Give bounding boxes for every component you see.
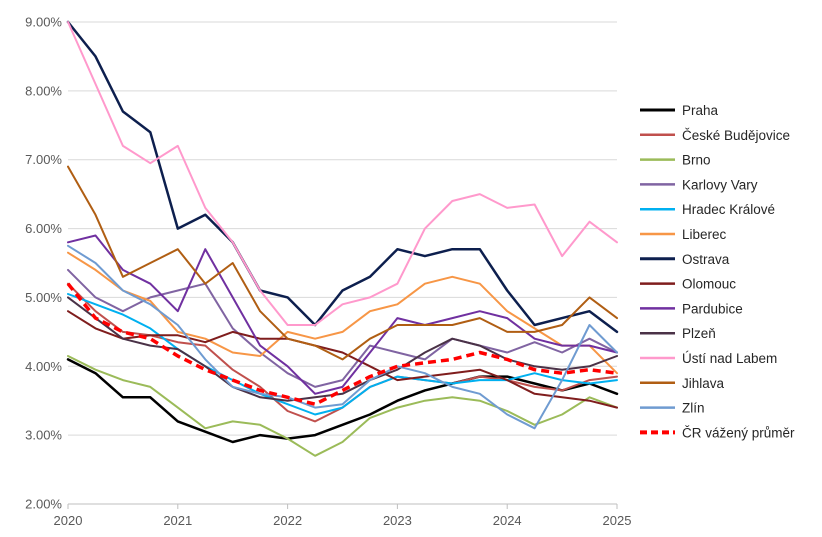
legend-label-12: Zlín <box>682 401 705 416</box>
series-line-12 <box>67 244 618 430</box>
legend-label-3: Karlovy Vary <box>682 177 758 192</box>
series-line-10 <box>67 21 618 326</box>
legend-label-1: České Budějovice <box>682 128 790 143</box>
legend-label-8: Pardubice <box>682 301 743 316</box>
legend-label-9: Plzeň <box>682 326 716 341</box>
y-tick-label: 7.00% <box>25 152 62 167</box>
series-lines <box>66 20 619 457</box>
series-line-5 <box>67 251 618 375</box>
series-line-11 <box>67 165 618 361</box>
legend-label-2: Brno <box>682 153 711 168</box>
series-line-2 <box>67 355 618 457</box>
series-line-3 <box>67 268 618 388</box>
y-tick-label: 6.00% <box>25 221 62 236</box>
gridlines <box>68 21 617 505</box>
legend-label-0: Praha <box>682 103 719 118</box>
legend-label-10: Ústí nad Labem <box>682 351 777 366</box>
x-tick-label: 2021 <box>163 513 192 528</box>
series-line-7 <box>67 310 618 409</box>
legend-label-4: Hradec Králové <box>682 202 775 217</box>
series-line-9 <box>67 296 618 402</box>
x-tick-label: 2025 <box>603 513 632 528</box>
legend-label-11: Jihlava <box>682 376 725 391</box>
legend: Praha České Budějovice Brno Karlovy Vary Hra… <box>640 103 795 440</box>
series-line-0 <box>66 358 619 444</box>
series-line-13 <box>66 282 618 406</box>
y-tick-label: 9.00% <box>25 15 62 30</box>
legend-label-7: Olomouc <box>682 277 736 292</box>
legend-label-5: Liberec <box>682 227 727 242</box>
x-tick-label: 2023 <box>383 513 412 528</box>
legend-label-13: ČR vážený průměr <box>682 425 795 440</box>
y-tick-label: 8.00% <box>25 83 62 98</box>
series-line-6 <box>66 20 619 334</box>
axes: 2.00% 3.00% 4.00% 5.00% 6.00% 7.00% 8.00% 9.00%… <box>25 15 631 529</box>
x-tick-label: 2020 <box>54 513 83 528</box>
y-tick-label: 3.00% <box>25 428 62 443</box>
y-tick-label: 4.00% <box>25 359 62 374</box>
legend-label-6: Ostrava <box>682 252 730 267</box>
x-tick-label: 2024 <box>493 513 522 528</box>
y-tick-label: 5.00% <box>25 290 62 305</box>
x-tick-label: 2022 <box>273 513 302 528</box>
y-tick-label: 2.00% <box>25 497 62 512</box>
